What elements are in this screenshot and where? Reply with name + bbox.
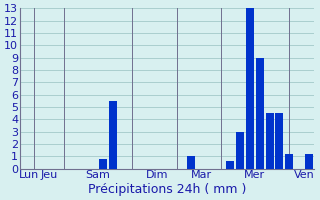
Bar [109, 101, 117, 169]
Bar [236, 132, 244, 169]
X-axis label: Précipitations 24h ( mm ): Précipitations 24h ( mm ) [87, 183, 246, 196]
Bar [246, 8, 254, 169]
Bar [266, 113, 274, 169]
Bar [305, 154, 313, 169]
Bar [276, 113, 283, 169]
Bar [285, 154, 293, 169]
Bar [99, 159, 107, 169]
Bar [227, 161, 234, 169]
Bar [256, 58, 264, 169]
Bar [187, 156, 195, 169]
